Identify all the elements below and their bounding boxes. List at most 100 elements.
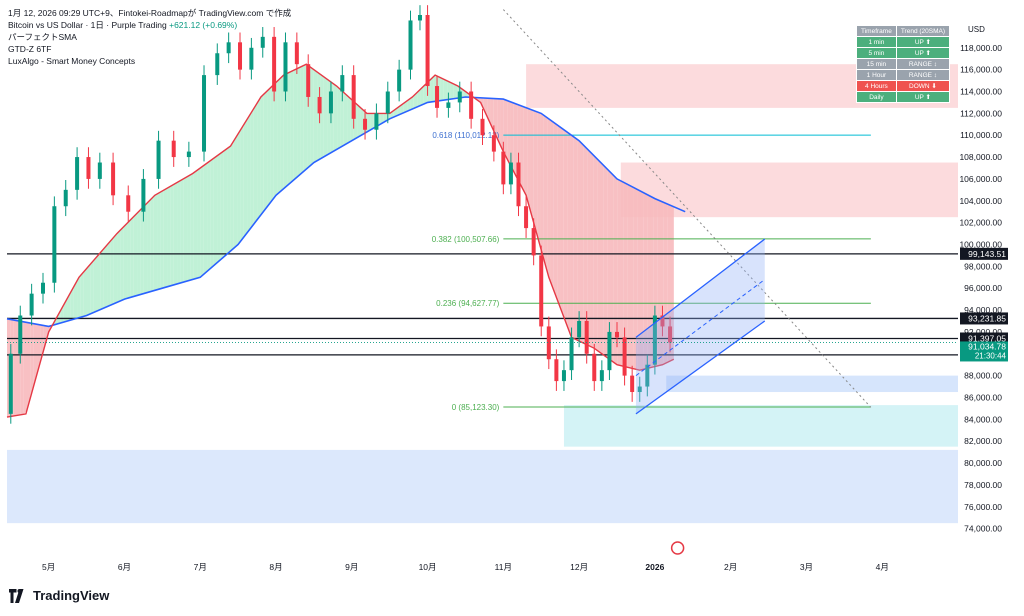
trend-row: 1 Hour RANGE ↕ bbox=[856, 69, 951, 81]
x-tick-label: 4月 bbox=[876, 562, 889, 572]
sma-fill-segment bbox=[367, 113, 371, 132]
y-tick-label: 112,000.00 bbox=[960, 108, 1002, 118]
demand-zone bbox=[7, 449, 958, 524]
sma-fill-segment bbox=[210, 158, 214, 269]
sma-fill-segment bbox=[333, 83, 338, 152]
sma-fill-segment bbox=[287, 71, 291, 186]
y-tick-label: 94,000.00 bbox=[964, 305, 1002, 315]
x-tick-label: 6月 bbox=[118, 562, 131, 572]
candle-body bbox=[491, 135, 496, 152]
sma-fill-segment bbox=[163, 188, 168, 288]
sma-fill-segment bbox=[137, 209, 141, 296]
candle-body bbox=[660, 315, 665, 327]
dotted-trendline bbox=[502, 9, 872, 408]
sma-fill-segment bbox=[530, 109, 534, 224]
y-tick-label: 116,000.00 bbox=[960, 65, 1002, 75]
sma-fill-segment bbox=[620, 180, 624, 367]
candle-body bbox=[622, 337, 627, 376]
sma-fill-segment bbox=[57, 310, 61, 325]
trend-timeframe: 1 min bbox=[856, 36, 897, 48]
sma-fill-segment bbox=[130, 216, 134, 298]
x-tick-label: 2月 bbox=[724, 562, 737, 572]
x-tick-label: 10月 bbox=[419, 562, 437, 572]
sma-fill-segment bbox=[320, 74, 324, 159]
indicator-1[interactable]: パーフェクトSMA bbox=[8, 32, 77, 42]
indicator-2[interactable]: GTD-Z 6TF bbox=[8, 44, 52, 54]
sma-fill-segment bbox=[440, 77, 444, 101]
trend-table-header-trend: Trend (20SMA) bbox=[895, 25, 951, 37]
y-tick-label: 110,000.00 bbox=[960, 130, 1002, 140]
sma-fill-segment bbox=[197, 167, 201, 279]
candle-body bbox=[524, 206, 529, 229]
title-line: 1月 12, 2026 09:29 UTC+9、Fintokei-Roadmap… bbox=[8, 8, 292, 18]
candle-body bbox=[446, 102, 451, 108]
sma-fill-segment bbox=[453, 84, 458, 99]
candle-body bbox=[294, 42, 299, 65]
x-tick-label: 3月 bbox=[800, 562, 813, 572]
sma-fill-segment bbox=[463, 90, 468, 98]
sma-fill-segment bbox=[400, 103, 404, 115]
candle-body bbox=[668, 326, 673, 343]
sma-fill-segment bbox=[23, 321, 28, 415]
level-price-tag bbox=[960, 312, 1008, 325]
symbol-name[interactable]: Bitcoin vs US Dollar · 1日 · Purple Tradi… bbox=[8, 20, 167, 30]
candle-body bbox=[97, 162, 102, 179]
candle-body bbox=[363, 118, 368, 130]
sma-fill-segment bbox=[567, 132, 571, 335]
y-tick-label: 92,000.00 bbox=[964, 327, 1002, 337]
y-tick-label: 118,000.00 bbox=[960, 43, 1002, 53]
chart-header: 1月 12, 2026 09:29 UTC+9、Fintokei-Roadmap… bbox=[8, 7, 291, 67]
trend-row: 4 Hours DOWN ⬇ bbox=[856, 80, 951, 92]
candle-body bbox=[531, 228, 536, 256]
level-price-label: 91,397.05 bbox=[968, 333, 1006, 343]
y-tick-label: 102,000.00 bbox=[959, 218, 1002, 228]
y-tick-label: 108,000.00 bbox=[959, 152, 1002, 162]
sma-fill-segment bbox=[543, 115, 548, 272]
candle-body bbox=[374, 113, 379, 130]
candle-body bbox=[272, 36, 277, 92]
candle-body bbox=[29, 293, 34, 316]
currency-label[interactable]: USD bbox=[968, 25, 985, 34]
sma-fill-segment bbox=[513, 103, 518, 179]
channel-upper-line bbox=[635, 238, 766, 338]
trend-timeframe: 4 Hours bbox=[856, 80, 897, 92]
level-price-label: 99,143.51 bbox=[968, 249, 1006, 259]
sma-fill-segment bbox=[190, 172, 194, 281]
x-tick-label: 11月 bbox=[495, 562, 512, 572]
tradingview-logo[interactable]: TradingView bbox=[8, 588, 109, 603]
sma-fill-segment bbox=[293, 68, 298, 180]
sma-fill-segment bbox=[560, 127, 564, 317]
trend-value: RANGE ↕ bbox=[895, 69, 951, 81]
demand-zone bbox=[563, 405, 958, 447]
sma-fill-segment bbox=[93, 256, 98, 313]
candle-body bbox=[141, 178, 146, 212]
fib-label: 0 (85,123.30) bbox=[452, 403, 500, 412]
sma-fill-segment bbox=[557, 124, 561, 309]
channel-fill bbox=[635, 239, 765, 414]
sma-fill-segment bbox=[73, 280, 78, 320]
trend-value: RANGE ↕ bbox=[895, 58, 951, 70]
sma-fill-segment bbox=[157, 192, 161, 290]
us-flag-icon bbox=[670, 541, 685, 555]
current-price-label: 91,034.78 bbox=[968, 341, 1006, 351]
indicator-3[interactable]: LuxAlgo - Smart Money Concepts bbox=[8, 56, 136, 66]
y-tick-label: 80,000.00 bbox=[964, 458, 1002, 468]
sma-fill-segment bbox=[577, 139, 581, 342]
sma-fill-segment bbox=[430, 76, 434, 103]
sma-fill-segment bbox=[70, 286, 74, 321]
x-tick-label: 5月 bbox=[42, 562, 55, 572]
sma-fill-segment bbox=[290, 70, 294, 183]
candle-body bbox=[599, 370, 604, 382]
sma-fill-segment bbox=[220, 151, 224, 260]
x-tick-label: 2026 bbox=[645, 562, 664, 572]
sma-fill-segment bbox=[580, 142, 584, 344]
sma-fill-segment bbox=[300, 65, 304, 175]
sma-fill-segment bbox=[657, 199, 661, 366]
candle-body bbox=[340, 75, 345, 92]
candle-body bbox=[171, 140, 176, 158]
sma-fill-layer bbox=[7, 64, 674, 418]
trend-table: Timeframe Trend (20SMA) 1 min UP ⬆ 5 min UP… bbox=[856, 25, 951, 103]
candle-body bbox=[645, 364, 650, 387]
y-tick-label: 74,000.00 bbox=[964, 524, 1002, 534]
